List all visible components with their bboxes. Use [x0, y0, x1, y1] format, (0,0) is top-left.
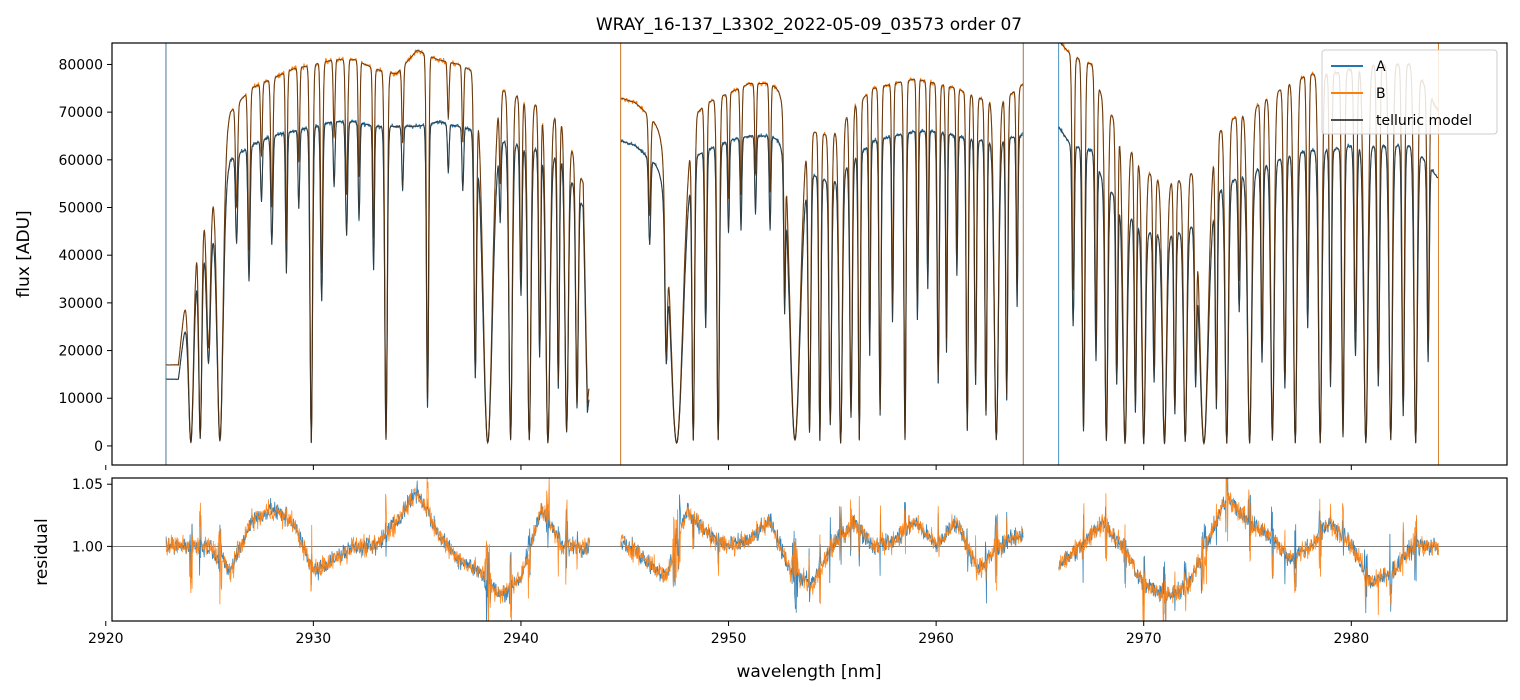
- x-tick-label: 2980: [1333, 631, 1369, 647]
- flux-y-tick-label: 30000: [58, 296, 103, 312]
- residual-y-tick-label: 1.05: [72, 477, 103, 493]
- y-axis-label-flux: flux [ADU]: [14, 210, 34, 297]
- flux-ticks: 0 10000 20000 30000 40000 50000 60000 70000 8000…: [58, 57, 1352, 470]
- residual-data: [112, 478, 1507, 621]
- flux-panel: 0 10000 20000 30000 40000 50000 60000 70000 8000…: [58, 42, 1508, 470]
- y-axis-label-residual: residual: [32, 518, 52, 585]
- x-tick-label: 2930: [296, 631, 332, 647]
- chart-title: WRAY_16-137_L3302_2022-05-09_03573 order…: [596, 15, 1022, 35]
- residual-y-tick-label: 1.00: [72, 539, 103, 555]
- residual-panel-frame: [111, 477, 1508, 622]
- residual-panel: 2920 2930 2940 2950 2960 2970 2980 1.00 1.05: [72, 477, 1508, 647]
- x-axis-label: wavelength [nm]: [736, 662, 881, 682]
- legend-label-telluric-model: telluric model: [1376, 113, 1472, 129]
- flux-y-tick-label: 70000: [58, 105, 103, 121]
- flux-panel-frame: [111, 42, 1508, 466]
- x-tick-label: 2940: [503, 631, 539, 647]
- legend-label-A: A: [1376, 59, 1386, 75]
- flux-y-tick-label: 20000: [58, 344, 103, 360]
- residual-B-line: [165, 478, 1439, 621]
- x-tick-label: 2920: [88, 631, 124, 647]
- flux-y-tick-label: 60000: [58, 153, 103, 169]
- flux-y-tick-label: 40000: [58, 248, 103, 264]
- flux-y-tick-label: 0: [94, 439, 103, 455]
- x-tick-label: 2970: [1126, 631, 1162, 647]
- flux-y-tick-label: 50000: [58, 201, 103, 217]
- x-tick-label: 2960: [918, 631, 954, 647]
- flux-y-tick-label: 80000: [58, 57, 103, 73]
- flux-y-tick-label: 10000: [58, 391, 103, 407]
- x-tick-label: 2950: [711, 631, 747, 647]
- legend-box: [1321, 49, 1498, 135]
- flux-data: [165, 43, 1439, 465]
- legend-label-B: B: [1376, 86, 1386, 102]
- residual-ticks: 2920 2930 2940 2950 2960 2970 2980 1.00 1.05: [72, 477, 1369, 647]
